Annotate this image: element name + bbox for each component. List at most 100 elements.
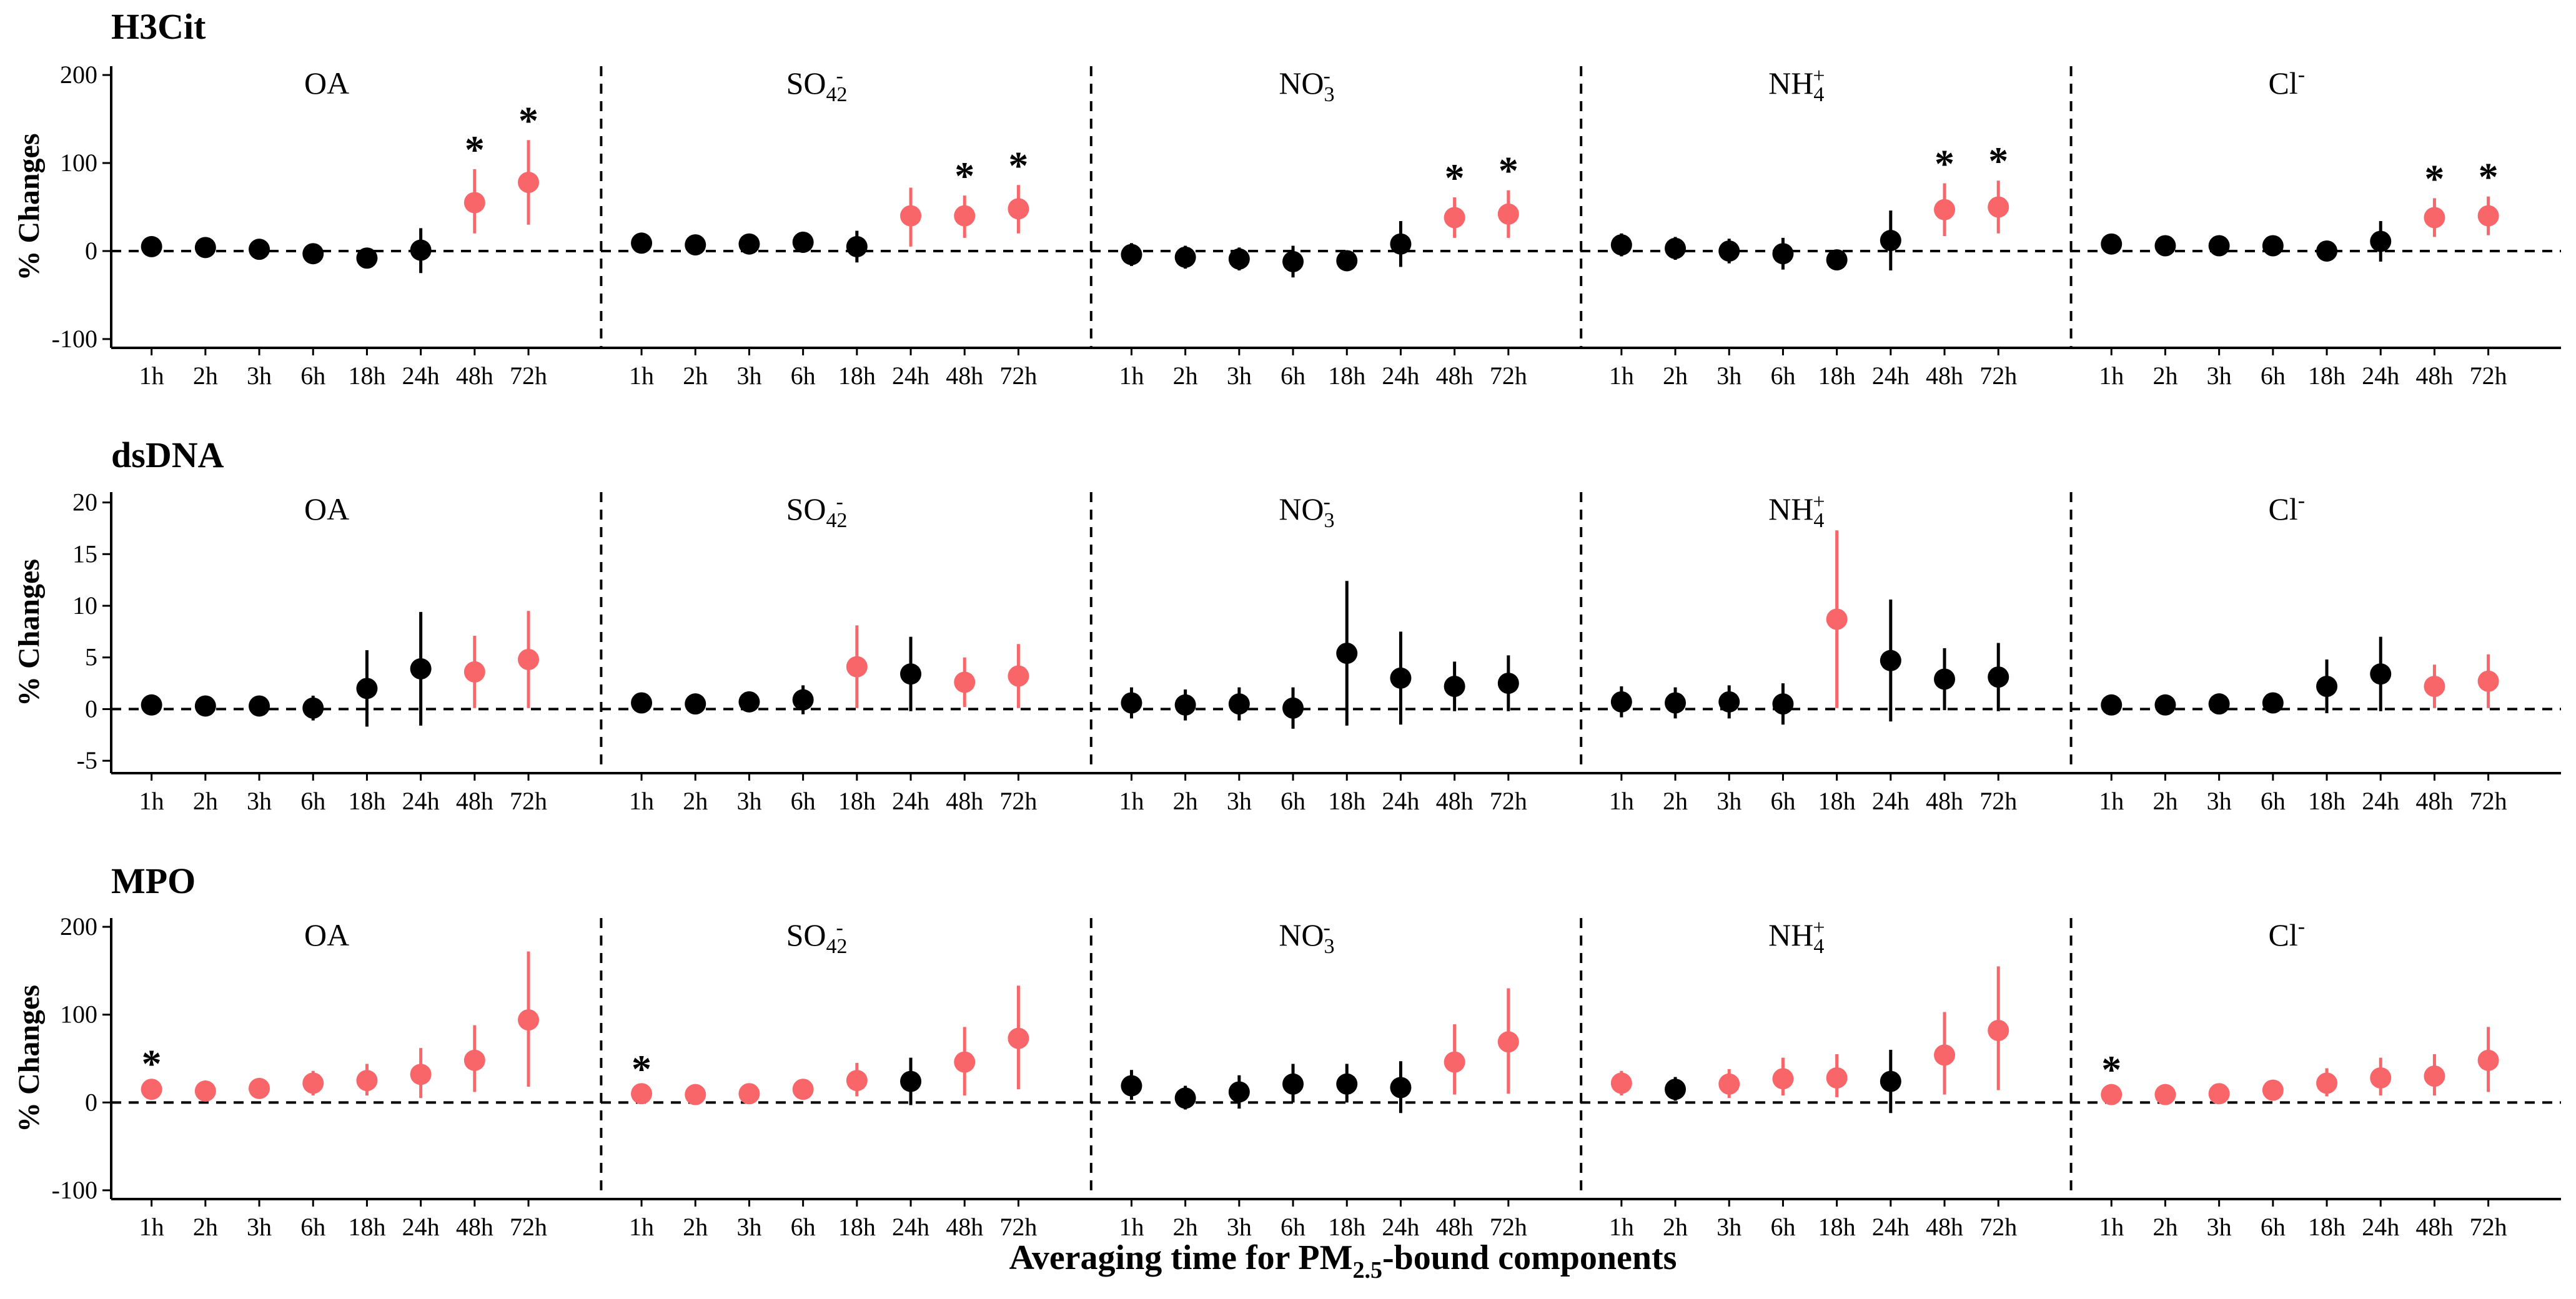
y-axis-label: % Changes (12, 559, 46, 706)
estimate-point (1121, 692, 1142, 714)
estimate-point (356, 1070, 378, 1092)
x-tick-label: 48h (456, 1213, 493, 1241)
x-tick-label: 3h (2207, 362, 2232, 390)
x-tick-label: 18h (2308, 787, 2346, 815)
y-tick-label: 200 (60, 912, 97, 941)
x-tick-label: 72h (510, 1213, 547, 1241)
estimate-point (1008, 1027, 1029, 1049)
estimate-point (2424, 1065, 2445, 1087)
estimate-point (1444, 1051, 1465, 1073)
x-tick-label: 2h (2152, 787, 2177, 815)
estimate-point (1390, 233, 1412, 255)
x-tick-label: 1h (139, 787, 164, 815)
x-tick-label: 3h (1227, 787, 1252, 815)
x-tick-label: 1h (629, 1213, 654, 1241)
x-tick-label: 18h (838, 362, 876, 390)
significance-star: * (142, 1041, 162, 1085)
y-tick-label: 100 (60, 149, 97, 177)
x-tick-label: 6h (2261, 1213, 2286, 1241)
x-tick-label: 3h (1227, 362, 1252, 390)
y-tick-label: 0 (85, 1088, 97, 1116)
x-tick-label: 18h (348, 787, 385, 815)
x-tick-label: 72h (510, 362, 547, 390)
estimate-point (1390, 1077, 1412, 1099)
estimate-point (1497, 203, 1519, 225)
estimate-point (1497, 673, 1519, 694)
estimate-point (2370, 663, 2392, 685)
estimate-point (1174, 1087, 1196, 1109)
x-tick-label: 18h (838, 1213, 876, 1241)
estimate-point (1390, 667, 1412, 689)
estimate-point (2316, 1072, 2338, 1094)
component-label: OA (304, 491, 349, 526)
component-label: SO42- (786, 64, 848, 106)
panel-title: MPO (111, 861, 196, 901)
estimate-point (1934, 199, 1956, 220)
x-tick-label: 48h (2415, 1213, 2453, 1241)
estimate-point (685, 234, 706, 256)
estimate-point (1772, 693, 1794, 715)
estimate-point (1772, 243, 1794, 265)
estimate-point (738, 233, 760, 255)
x-tick-label: 2h (683, 362, 708, 390)
estimate-point (1610, 1072, 1632, 1094)
x-tick-label: 3h (1717, 1213, 1741, 1241)
estimate-point (1282, 1073, 1304, 1095)
estimate-point (1880, 1070, 1901, 1092)
estimate-point (1826, 249, 1848, 271)
x-tick-label: 72h (2470, 362, 2507, 390)
x-tick-label: 24h (2362, 1213, 2399, 1241)
significance-star: * (2424, 156, 2444, 200)
estimate-point (2316, 676, 2338, 698)
x-tick-label: 2h (2152, 1213, 2177, 1241)
estimate-point (900, 663, 922, 685)
x-tick-label: 2h (193, 787, 218, 815)
y-tick-label: 5 (85, 643, 97, 671)
estimate-point (1610, 234, 1632, 256)
x-tick-label: 48h (2415, 362, 2453, 390)
x-tick-label: 48h (456, 787, 493, 815)
estimate-point (1174, 246, 1196, 268)
estimate-point (1282, 250, 1304, 272)
y-tick-label: 0 (85, 694, 97, 723)
estimate-point (518, 649, 540, 671)
estimate-point (2477, 205, 2499, 227)
x-tick-label: 3h (2207, 787, 2232, 815)
estimate-point (954, 1051, 976, 1073)
estimate-point (2154, 694, 2176, 716)
estimate-point (1718, 1073, 1740, 1095)
estimate-point (1934, 1044, 1956, 1066)
x-tick-label: 2h (683, 1213, 708, 1241)
x-tick-label: 72h (1979, 787, 2017, 815)
estimate-point (2424, 676, 2445, 698)
x-tick-label: 48h (1926, 787, 1963, 815)
component-label: NO3- (1279, 64, 1334, 106)
estimate-point (900, 1070, 922, 1092)
x-tick-label: 24h (1872, 787, 1910, 815)
x-tick-label: 6h (1281, 1213, 1305, 1241)
estimate-point (1988, 666, 2009, 688)
estimate-point (738, 1083, 760, 1105)
x-tick-label: 1h (1119, 787, 1144, 815)
x-tick-label: 48h (946, 362, 983, 390)
x-tick-label: 6h (1770, 787, 1795, 815)
estimate-point (2101, 233, 2123, 255)
x-tick-label: 2h (1663, 787, 1688, 815)
estimate-point (1282, 697, 1304, 719)
x-tick-label: 1h (629, 362, 654, 390)
significance-star: * (1499, 149, 1518, 193)
x-tick-label: 1h (1609, 1213, 1634, 1241)
x-tick-label: 2h (1173, 787, 1198, 815)
x-tick-label: 6h (791, 362, 816, 390)
y-axis-label: % Changes (12, 985, 46, 1132)
estimate-point (463, 661, 485, 683)
component-label: Cl- (2268, 63, 2305, 101)
estimate-point (2370, 1067, 2392, 1089)
estimate-point (1665, 1079, 1687, 1100)
x-tick-label: 6h (300, 1213, 325, 1241)
significance-star: * (954, 154, 974, 198)
y-tick-label: 20 (72, 488, 97, 516)
x-tick-label: 18h (348, 1213, 385, 1241)
component-label: NH4+ (1768, 64, 1825, 106)
